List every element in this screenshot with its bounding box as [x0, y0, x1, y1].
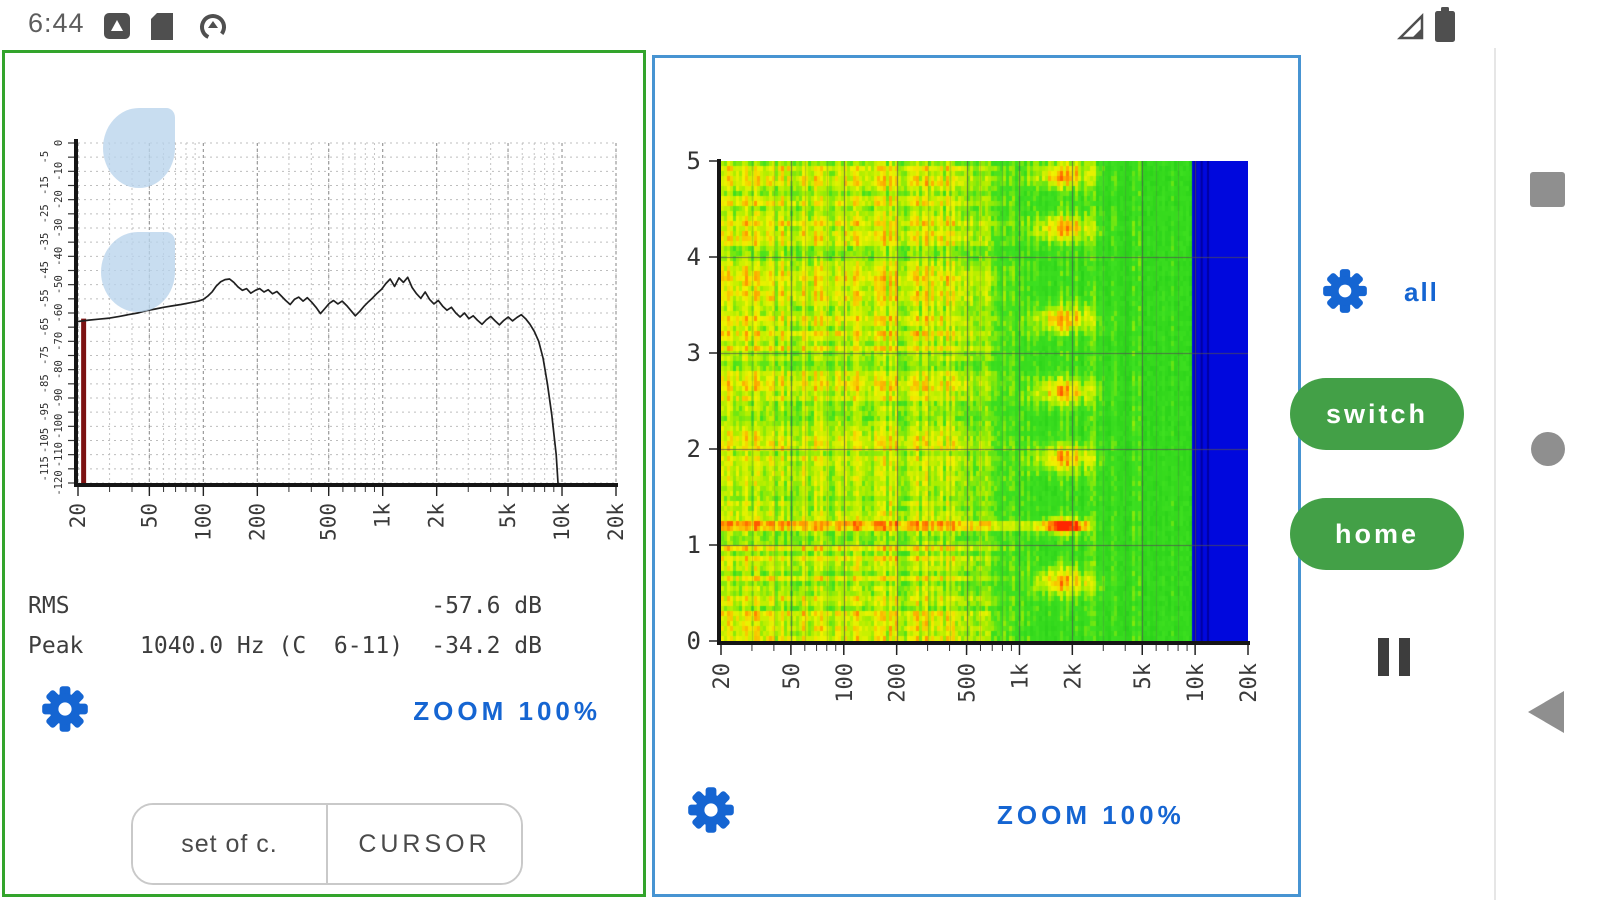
set-of-c-button[interactable]: set of c. — [133, 805, 326, 883]
svg-text:-95: -95 — [39, 403, 51, 422]
recents-nav-button[interactable] — [1530, 172, 1565, 207]
svg-text:5k: 5k — [1131, 663, 1156, 690]
peak-readout: Peak 1040.0 Hz (C 6-11) -34.2 dB — [28, 633, 542, 659]
svg-text:200: 200 — [886, 663, 911, 703]
svg-text:20: 20 — [710, 663, 735, 690]
gear-icon — [1323, 269, 1367, 313]
svg-text:1k: 1k — [371, 503, 395, 529]
all-label: all — [1404, 277, 1439, 307]
back-nav-button[interactable] — [1528, 691, 1564, 733]
settings-button-all[interactable] — [1322, 268, 1370, 316]
svg-text:1k: 1k — [1008, 663, 1033, 690]
svg-text:20: 20 — [66, 503, 90, 528]
pause-button[interactable] — [1378, 638, 1418, 678]
svg-text:10k: 10k — [550, 503, 574, 541]
svg-text:500: 500 — [317, 503, 341, 541]
svg-text:2: 2 — [687, 435, 701, 463]
svg-text:-20: -20 — [53, 190, 65, 209]
svg-text:-85: -85 — [39, 374, 51, 393]
svg-text:-75: -75 — [39, 346, 51, 365]
notification-app-icon — [103, 12, 131, 45]
svg-text:-100: -100 — [53, 414, 65, 439]
svg-text:4: 4 — [687, 243, 701, 271]
svg-text:20k: 20k — [1237, 663, 1262, 703]
svg-text:-25: -25 — [39, 204, 51, 223]
svg-text:-5: -5 — [39, 151, 51, 164]
rms-value: -57.6 dB — [431, 593, 542, 619]
navbar-divider — [1494, 48, 1496, 900]
rms-readout: RMS -57.6 dB — [28, 593, 542, 619]
spectrogram-panel: 0 1 2 3 4 5 20 50 100 200 500 1k 2k 5k 10k 20k ZOOM 100… — [652, 55, 1301, 897]
svg-text:-90: -90 — [53, 389, 65, 408]
pause-icon — [1378, 638, 1389, 676]
spectrum-panel: 0 -5 -10 -15 -20 -25 -30 -35 -40 -45 -50 -55 -60 -65-… — [2, 50, 646, 897]
svg-text:-15: -15 — [39, 176, 51, 195]
clock-text: 6:44 — [28, 8, 85, 38]
zoom-level-spectrogram: ZOOM 100% — [997, 800, 1185, 830]
svg-text:50: 50 — [137, 503, 161, 528]
svg-text:50: 50 — [780, 663, 805, 690]
spectrogram-plot[interactable] — [721, 161, 1248, 641]
status-bar: 6:44 — [0, 0, 1600, 48]
svg-text:5k: 5k — [496, 503, 520, 529]
peak-value: -34.2 dB — [431, 633, 542, 659]
svg-text:-40: -40 — [53, 247, 65, 266]
peak-frequency: 1040.0 Hz (C 6-11) — [140, 633, 404, 659]
svg-text:3: 3 — [687, 339, 701, 367]
zoom-level-spectrum: ZOOM 100% — [413, 696, 601, 726]
pause-icon — [1399, 638, 1410, 676]
svg-text:500: 500 — [956, 663, 981, 703]
spectrum-chart[interactable]: 0-5-10-15-20-25-30-35-40-45-50-55-60-65-… — [5, 53, 643, 894]
svg-text:-65: -65 — [39, 318, 51, 337]
svg-text:-70: -70 — [53, 332, 65, 351]
home-button[interactable]: home — [1290, 498, 1464, 570]
data-saver-icon — [198, 12, 228, 47]
rms-label: RMS — [28, 593, 70, 619]
switch-button[interactable]: switch — [1290, 378, 1464, 450]
svg-text:1: 1 — [687, 531, 701, 559]
touch-ripple-blob — [103, 108, 175, 188]
svg-text:2k: 2k — [1061, 663, 1086, 690]
svg-text:0: 0 — [687, 627, 701, 655]
svg-text:-30: -30 — [53, 219, 65, 238]
svg-text:2k: 2k — [425, 503, 449, 529]
home-nav-button[interactable] — [1531, 432, 1565, 466]
svg-text:-60: -60 — [53, 304, 65, 323]
svg-text:-45: -45 — [39, 261, 51, 280]
touch-ripple-blob — [101, 232, 175, 312]
svg-text:0: 0 — [53, 140, 65, 146]
svg-text:-10: -10 — [53, 162, 65, 181]
battery-icon — [1434, 7, 1456, 48]
svg-text:5: 5 — [687, 147, 701, 175]
svg-text:-120: -120 — [53, 470, 65, 495]
signal-icon — [1396, 12, 1426, 47]
svg-text:-110: -110 — [53, 442, 65, 467]
svg-text:10k: 10k — [1184, 663, 1209, 703]
sdcard-icon — [149, 12, 175, 46]
svg-text:-105: -105 — [39, 428, 51, 453]
gear-icon — [688, 787, 734, 833]
svg-text:20k: 20k — [604, 503, 628, 541]
svg-text:-80: -80 — [53, 360, 65, 379]
svg-text:100: 100 — [191, 503, 215, 541]
svg-text:-35: -35 — [39, 233, 51, 252]
svg-text:100: 100 — [833, 663, 858, 703]
spectrum-button-group: set of c. CURSOR — [131, 803, 523, 885]
svg-text:-115: -115 — [39, 456, 51, 481]
gear-icon — [42, 686, 88, 732]
cursor-button[interactable]: CURSOR — [326, 805, 521, 883]
settings-button-spectrogram[interactable] — [687, 786, 735, 834]
svg-text:-50: -50 — [53, 275, 65, 294]
peak-label: Peak — [28, 633, 84, 659]
svg-text:-55: -55 — [39, 289, 51, 308]
settings-button-spectrum[interactable] — [41, 685, 89, 733]
svg-text:200: 200 — [245, 503, 269, 541]
